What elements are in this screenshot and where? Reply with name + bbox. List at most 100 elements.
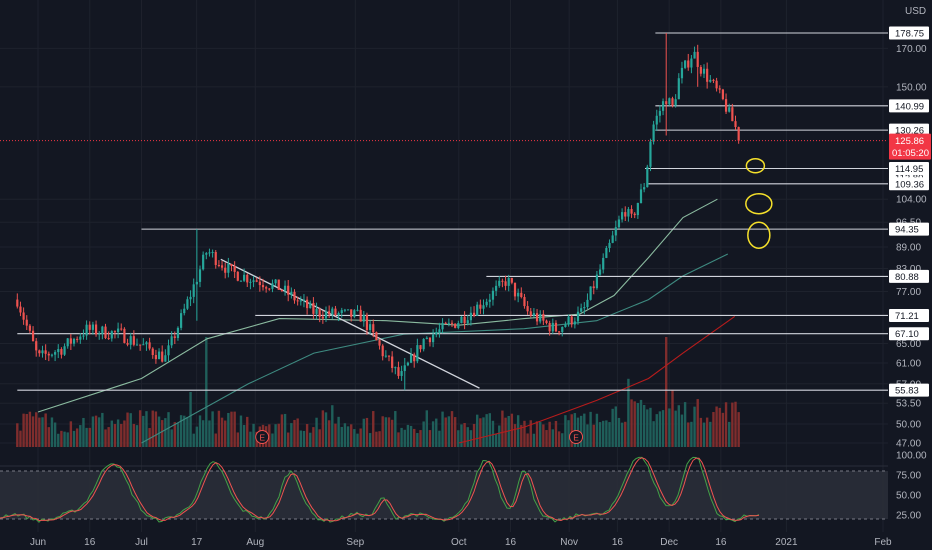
candle-body [142, 344, 145, 346]
candle-body [469, 312, 473, 321]
volume-bar [151, 410, 154, 447]
candle-body [416, 345, 419, 362]
volume-bar [394, 411, 397, 447]
candle-body [328, 311, 331, 315]
time-tick-label: 16 [505, 537, 517, 548]
volume-bar [561, 433, 564, 447]
candle-body [438, 329, 441, 333]
volume-bar [38, 417, 41, 447]
candle-body [312, 302, 315, 314]
trendline[interactable] [220, 258, 480, 389]
candle-body [472, 312, 476, 316]
time-axis[interactable]: Jun 16 Jul 17 Aug Sep Oct 16 Nov 16 Dec 16 2021 Feb [0, 532, 892, 550]
candle-body [82, 335, 85, 337]
volume-bar [441, 411, 444, 447]
candle-body [539, 314, 542, 322]
volume-bar [192, 433, 195, 447]
annotation-circles[interactable] [745, 157, 773, 249]
candle-body [258, 281, 261, 286]
candle-body [674, 99, 677, 106]
candle-body [614, 227, 617, 236]
candle-body [403, 365, 406, 372]
volume-bar [384, 417, 388, 447]
candle-body [31, 330, 35, 342]
candle-body [554, 322, 558, 332]
candle-body [173, 336, 176, 339]
volume-bar [428, 430, 432, 447]
candle-body [66, 338, 69, 347]
volume-bar [28, 411, 32, 447]
candle-body [573, 321, 576, 325]
volume-bar [636, 402, 640, 447]
volume-bar [586, 424, 589, 447]
last-price-badge [889, 133, 931, 160]
volume-bar [413, 428, 416, 447]
candle-body [381, 345, 384, 357]
level-badge-text: 130.26 [895, 126, 924, 137]
volume-bar [595, 413, 599, 447]
candle-body [324, 311, 328, 319]
volume-bar [324, 412, 328, 447]
currency-label[interactable]: USD [905, 6, 926, 17]
volume-bar [82, 417, 85, 447]
volume-bar [378, 431, 381, 447]
level-badge-text: 55.83 [895, 386, 919, 397]
volume-bar [35, 412, 38, 447]
volume-bar [453, 417, 457, 447]
candle-body [485, 301, 488, 306]
volume-bar [176, 423, 180, 447]
volume-bar [539, 421, 542, 447]
price-tick-label: 61.00 [896, 358, 921, 369]
earnings-marker [255, 430, 270, 444]
earnings-marker [569, 430, 584, 444]
candle-body [482, 305, 485, 309]
volume-bar [614, 406, 618, 447]
candle-body [709, 79, 712, 82]
candle-body [104, 326, 107, 339]
volume-bar [271, 433, 274, 447]
volume-bar [312, 427, 315, 447]
candle-body [287, 285, 290, 295]
volume-bar [734, 401, 737, 447]
volume-bar [173, 422, 177, 447]
candle-body [627, 209, 630, 217]
volume-bar [120, 423, 123, 447]
candle-body [340, 310, 343, 314]
volume-bar [422, 421, 425, 447]
volume-bar [57, 433, 60, 447]
volume-bar [598, 422, 602, 447]
stochastic-d-line [0, 457, 760, 522]
candle-body [151, 348, 154, 356]
candle-body [687, 60, 690, 68]
candle-body [233, 266, 236, 272]
volume-bar [731, 402, 734, 447]
candle-body [50, 354, 54, 356]
candle-body [457, 323, 460, 328]
volume-bar [208, 420, 211, 447]
volume-bar [498, 425, 501, 447]
candle-body [110, 331, 113, 339]
candle-body [504, 281, 507, 286]
candle-body [189, 296, 192, 300]
volume-bar [507, 415, 510, 447]
volume-bar [602, 420, 605, 447]
candle-body [406, 362, 410, 366]
candle-body [731, 107, 734, 122]
volume-bar [390, 419, 394, 447]
volume-bar [334, 423, 337, 447]
candle-body [564, 324, 567, 327]
volume-bar [299, 430, 303, 447]
candle-body [261, 285, 265, 288]
candle-body [384, 355, 387, 357]
candle-body [498, 280, 501, 286]
volume-bar [652, 421, 655, 447]
volume-bar [661, 410, 665, 447]
candle-body [16, 299, 19, 307]
volume-bar [705, 417, 709, 447]
volume-bar [145, 411, 148, 447]
volume-bar [170, 429, 173, 447]
candle-body [293, 291, 296, 301]
candle-body [290, 291, 293, 295]
